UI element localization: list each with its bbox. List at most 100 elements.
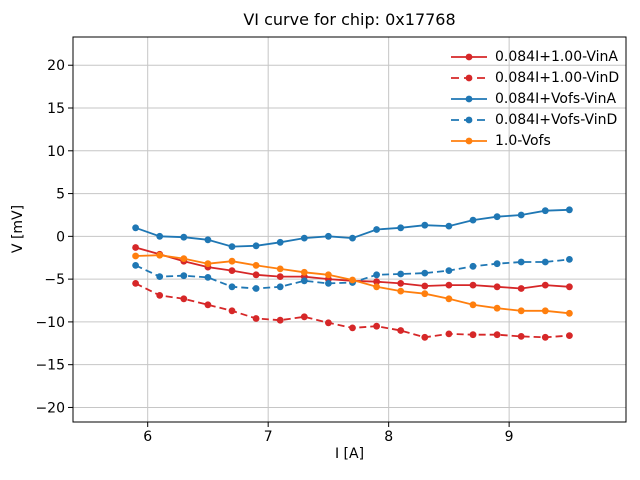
data-point-marker [156,251,164,259]
data-point-marker [397,327,405,334]
legend-marker [465,53,473,60]
data-point-marker [445,295,453,303]
legend-marker [465,95,473,102]
data-point-marker [300,277,308,285]
data-point-marker [397,287,405,295]
data-point-marker [541,207,549,215]
legend-item: 0.084I+Vofs-VinD [450,109,619,130]
data-point-marker [541,333,549,341]
legend-line-sample [451,137,487,144]
data-point-marker [180,255,188,262]
y-tick-label: −5 [44,272,65,288]
data-point-marker [493,304,501,312]
data-point-marker [373,271,380,279]
data-point-marker [132,252,140,260]
data-point-marker [445,281,453,289]
y-tick-label: 0 [56,229,65,245]
data-point-marker [445,267,453,274]
data-point-marker [180,233,188,241]
data-point-marker [252,262,260,269]
data-point-marker [180,272,188,280]
data-point-marker [204,301,212,309]
data-point-marker [156,273,164,280]
data-point-marker [252,285,260,292]
data-point-marker [469,301,477,309]
y-tick-label: 5 [56,187,65,203]
data-point-marker [397,270,405,278]
y-axis-label: V [mV] [10,204,26,254]
data-point-marker [469,331,477,339]
data-point-marker [469,216,477,224]
data-point-marker [469,281,477,289]
data-point-marker [300,268,308,276]
data-point-marker [445,222,453,230]
data-point-marker [566,256,573,263]
x-tick-label: 8 [384,429,393,445]
data-point-marker [541,281,549,289]
legend-marker [465,116,473,123]
data-point-marker [228,243,236,251]
y-tick-label: 20 [47,58,65,74]
data-point-marker [132,262,140,269]
data-point-marker [566,283,573,291]
data-point-marker [349,276,356,284]
data-point-marker [517,258,525,266]
legend-label: 0.084I+1.00-VinD [495,69,620,86]
data-point-marker [566,332,573,339]
data-point-marker [228,283,236,291]
data-point-marker [517,333,525,340]
legend-item: 1.0-Vofs [450,130,619,151]
legend-label: 1.0-Vofs [495,132,551,149]
legend-item: 0.084I+Vofs-VinA [450,88,619,109]
data-point-marker [373,226,380,233]
data-point-marker [421,221,429,229]
y-tick-label: −10 [35,315,65,331]
data-point-marker [517,307,525,315]
data-point-marker [566,309,573,317]
data-point-marker [276,283,284,291]
legend-line-sample [451,95,487,102]
data-point-marker [252,242,260,250]
data-point-marker [421,333,429,341]
data-point-marker [325,280,332,287]
data-point-marker [349,234,356,242]
axes-frame [72,36,627,423]
data-point-marker [421,269,429,277]
data-point-marker [421,290,429,298]
legend-item: 0.084I+1.00-VinD [450,67,619,88]
data-point-marker [300,234,308,242]
data-point-marker [566,206,573,214]
data-point-marker [180,295,188,303]
data-point-marker [397,224,405,232]
legend-label: 0.084I+Vofs-VinA [495,90,617,107]
data-point-marker [349,324,356,332]
data-point-marker [156,232,164,240]
data-point-marker [469,262,477,270]
data-point-marker [373,322,380,330]
data-point-marker [228,267,236,274]
data-point-marker [228,307,236,315]
data-point-marker [493,283,501,291]
legend-line-sample [451,74,487,81]
data-point-marker [276,265,284,273]
y-tick-label: 15 [47,101,65,117]
x-tick-label: 6 [143,429,152,445]
data-point-marker [421,282,429,290]
legend-marker [465,137,473,144]
data-point-marker [204,236,212,244]
chart-title: VI curve for chip: 0x17768 [243,10,456,29]
legend-item: 0.084I+1.00-VinA [450,46,619,67]
y-tick-label: −15 [35,358,65,374]
x-tick-label: 7 [264,429,273,445]
data-point-marker [300,313,308,321]
x-axis-label: I [A] [334,446,365,462]
data-point-marker [373,278,380,286]
data-point-marker [204,260,212,268]
data-point-marker [132,224,140,232]
data-point-marker [228,257,236,265]
data-point-marker [132,280,140,287]
legend: 0.084I+1.00-VinA 0.084I+1.00-VinD 0.084I+V… [450,46,619,151]
y-tick-label: −20 [35,400,65,416]
